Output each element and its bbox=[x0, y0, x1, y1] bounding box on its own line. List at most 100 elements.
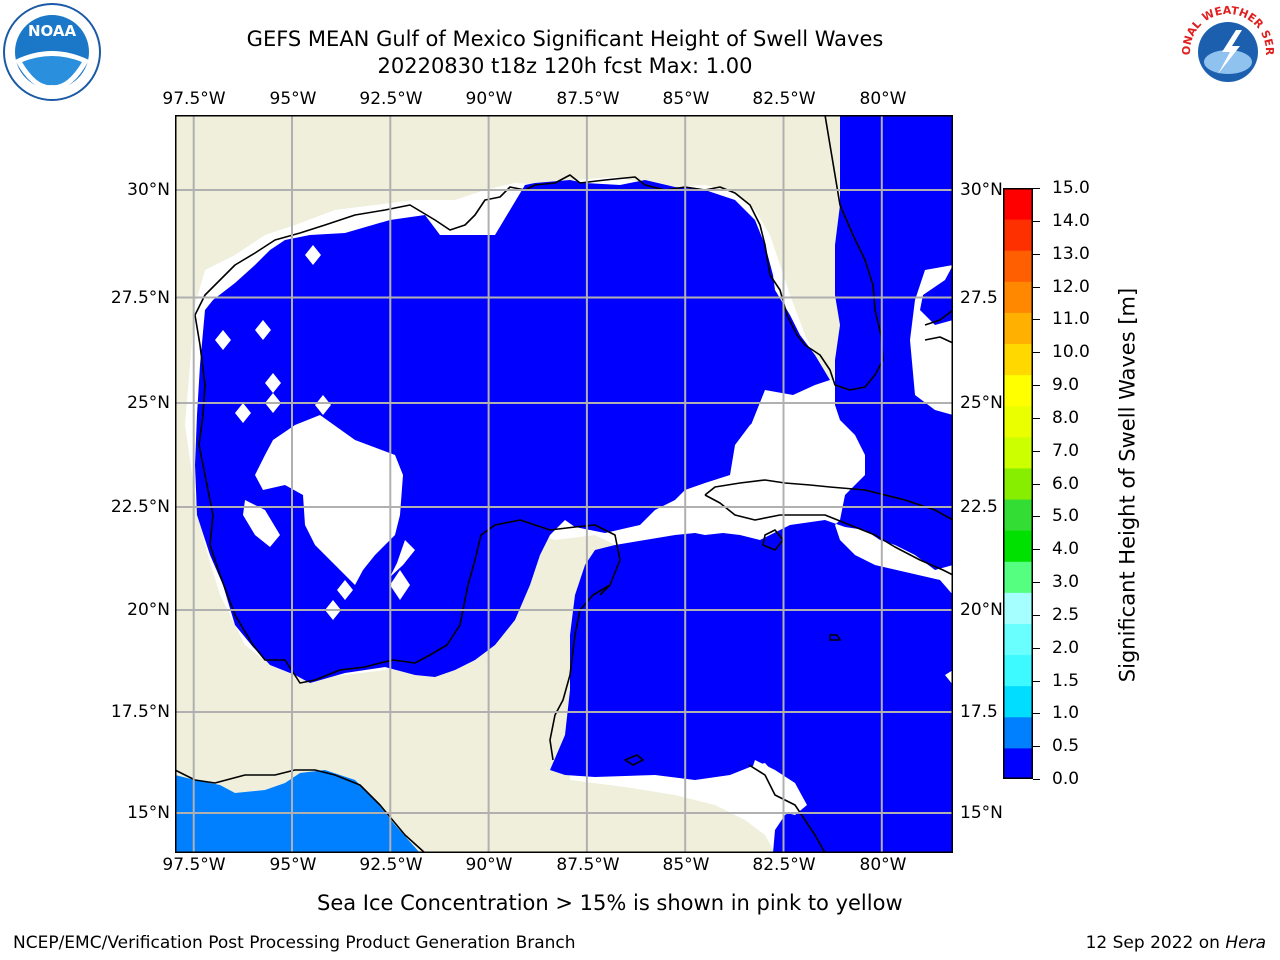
colorbar-tick-mark bbox=[1033, 220, 1040, 222]
wave-field-atlantic bbox=[550, 115, 953, 853]
lat-tick-left: 27.5°N bbox=[110, 287, 170, 308]
footer-machine: Hera bbox=[1225, 933, 1266, 953]
lon-tick-bot: 90°W bbox=[465, 855, 513, 875]
colorbar-segment bbox=[1003, 530, 1033, 562]
footer-date-text: 12 Sep 2022 on bbox=[1085, 933, 1226, 953]
colorbar-tick-mark bbox=[1033, 614, 1040, 616]
colorbar-segment bbox=[1003, 436, 1033, 469]
colorbar-tick-mark bbox=[1033, 516, 1040, 518]
colorbar-tick-mark bbox=[1033, 450, 1040, 452]
colorbar-tick-mark bbox=[1033, 385, 1040, 386]
colorbar-tick-mark bbox=[1033, 647, 1040, 649]
colorbar-segment bbox=[1003, 685, 1033, 718]
lat-tick-left: 15°N bbox=[127, 803, 170, 823]
lon-tick-top: 87.5°W bbox=[556, 89, 620, 109]
colorbar-tick-label: 9.0 bbox=[1052, 375, 1080, 395]
colorbar-tick-mark bbox=[1033, 779, 1040, 780]
lat-tick-left: 25°N bbox=[127, 393, 170, 413]
lon-tick-top: 92.5°W bbox=[359, 89, 423, 109]
colorbar-tick-mark bbox=[1033, 680, 1040, 682]
colorbar-frame bbox=[1003, 188, 1033, 779]
colorbar-tick-mark bbox=[1033, 483, 1040, 485]
wave-field-0.5-1.0 bbox=[175, 770, 420, 853]
lat-tick-left: 30°N bbox=[127, 180, 170, 200]
lon-tick-bot: 80°W bbox=[859, 855, 907, 875]
lat-tick-right: 25°N bbox=[960, 393, 1003, 413]
colorbar-tick-label: 10.0 bbox=[1052, 342, 1090, 363]
lat-tick-left: 22.5°N bbox=[110, 497, 170, 517]
colorbar-segment bbox=[1003, 281, 1033, 313]
colorbar-tick-label: 7.0 bbox=[1052, 440, 1080, 461]
colorbar-segment bbox=[1003, 499, 1033, 531]
colorbar-tick-label: 8.0 bbox=[1052, 407, 1080, 428]
lat-tick-right: 30°N bbox=[960, 180, 1003, 200]
map-frame bbox=[175, 115, 953, 853]
lon-tick-top: 95°W bbox=[269, 89, 317, 109]
colorbar-tick-mark bbox=[1033, 319, 1040, 321]
lon-tick-bot: 82.5°W bbox=[752, 855, 816, 875]
noaa-logo-text: NOAA bbox=[28, 22, 77, 40]
colorbar-tick-label: 15.0 bbox=[1052, 178, 1090, 198]
colorbar-segment bbox=[1003, 219, 1033, 251]
graticule bbox=[175, 115, 953, 853]
colorbar-tick-label: 4.0 bbox=[1052, 539, 1080, 560]
colorbar-tick-mark bbox=[1033, 188, 1040, 189]
colorbar-tick-mark bbox=[1033, 417, 1040, 419]
colorbar-tick-mark bbox=[1033, 286, 1040, 288]
lat-tick-left: 17.5°N bbox=[110, 702, 170, 722]
colorbar-segment bbox=[1003, 250, 1033, 282]
colorbar-tick-label: 6.0 bbox=[1052, 473, 1080, 494]
colorbar-tick-label: 1.0 bbox=[1052, 703, 1080, 724]
lat-tick-left: 20°N bbox=[127, 600, 170, 620]
lon-tick-bot: 92.5°W bbox=[359, 855, 423, 875]
noaa-logo: NOAA bbox=[3, 3, 101, 101]
colorbar-segment bbox=[1003, 561, 1033, 593]
footer-date: 12 Sep 2022 on Hera bbox=[1086, 933, 1266, 953]
lon-tick-top: 90°W bbox=[465, 89, 513, 109]
lon-tick-bot: 85°W bbox=[662, 855, 710, 875]
nws-logo: NATIONAL WEATHER SERVICE bbox=[1178, 2, 1276, 99]
colorbar bbox=[1003, 188, 1033, 779]
colorbar-tick-mark bbox=[1033, 352, 1040, 354]
colorbar-segment bbox=[1003, 716, 1033, 749]
colorbar-tick-label: 3.0 bbox=[1052, 572, 1080, 592]
lat-tick-right: 15°N bbox=[960, 803, 1003, 823]
chart-subtitle: 20220830 t18z 120h fcst Max: 1.00 bbox=[377, 54, 753, 78]
colorbar-tick-mark bbox=[1033, 549, 1040, 551]
lon-tick-top: 97.5°W bbox=[162, 89, 226, 109]
lon-tick-top: 80°W bbox=[859, 89, 907, 109]
colorbar-segment bbox=[1003, 654, 1033, 687]
chart-title: GEFS MEAN Gulf of Mexico Significant Hei… bbox=[246, 27, 884, 51]
colorbar-tick-label: 2.5 bbox=[1052, 604, 1080, 625]
lon-tick-bot: 97.5°W bbox=[162, 855, 226, 875]
lat-tick-right: 27.5 bbox=[960, 287, 998, 308]
colorbar-tick-mark bbox=[1033, 582, 1040, 583]
gulf-of-mexico-map bbox=[175, 115, 953, 853]
lat-tick-right: 22.5 bbox=[960, 497, 998, 517]
colorbar-tick-label: 5.0 bbox=[1052, 506, 1080, 527]
lon-tick-bot: 87.5°W bbox=[556, 855, 620, 875]
colorbar-tick-mark bbox=[1033, 713, 1040, 715]
colorbar-tick-mark bbox=[1033, 746, 1040, 748]
colorbar-tick-label: 11.0 bbox=[1052, 309, 1090, 330]
colorbar-segment bbox=[1003, 623, 1033, 656]
colorbar-segment bbox=[1003, 374, 1033, 407]
colorbar-tick-mark bbox=[1033, 253, 1040, 255]
colorbar-segment bbox=[1003, 467, 1033, 500]
lon-tick-top: 85°W bbox=[662, 89, 710, 109]
sea-ice-note: Sea Ice Concentration > 15% is shown in … bbox=[317, 891, 903, 915]
colorbar-segment bbox=[1003, 343, 1033, 376]
lon-tick-bot: 95°W bbox=[269, 855, 317, 875]
colorbar-tick-label: 14.0 bbox=[1052, 210, 1090, 231]
colorbar-tick-label: 1.5 bbox=[1052, 670, 1080, 691]
colorbar-tick-label: 12.0 bbox=[1052, 276, 1090, 297]
lat-tick-right: 17.5 bbox=[960, 702, 998, 722]
colorbar-segment bbox=[1003, 592, 1033, 624]
colorbar-tick-label: 2.0 bbox=[1052, 637, 1080, 658]
colorbar-segment bbox=[1003, 747, 1033, 779]
colorbar-tick-label: 0.0 bbox=[1052, 769, 1080, 789]
colorbar-segment bbox=[1003, 188, 1033, 220]
colorbar-tick-label: 13.0 bbox=[1052, 243, 1090, 264]
colorbar-segment bbox=[1003, 405, 1033, 438]
lat-tick-right: 20°N bbox=[960, 600, 1003, 620]
